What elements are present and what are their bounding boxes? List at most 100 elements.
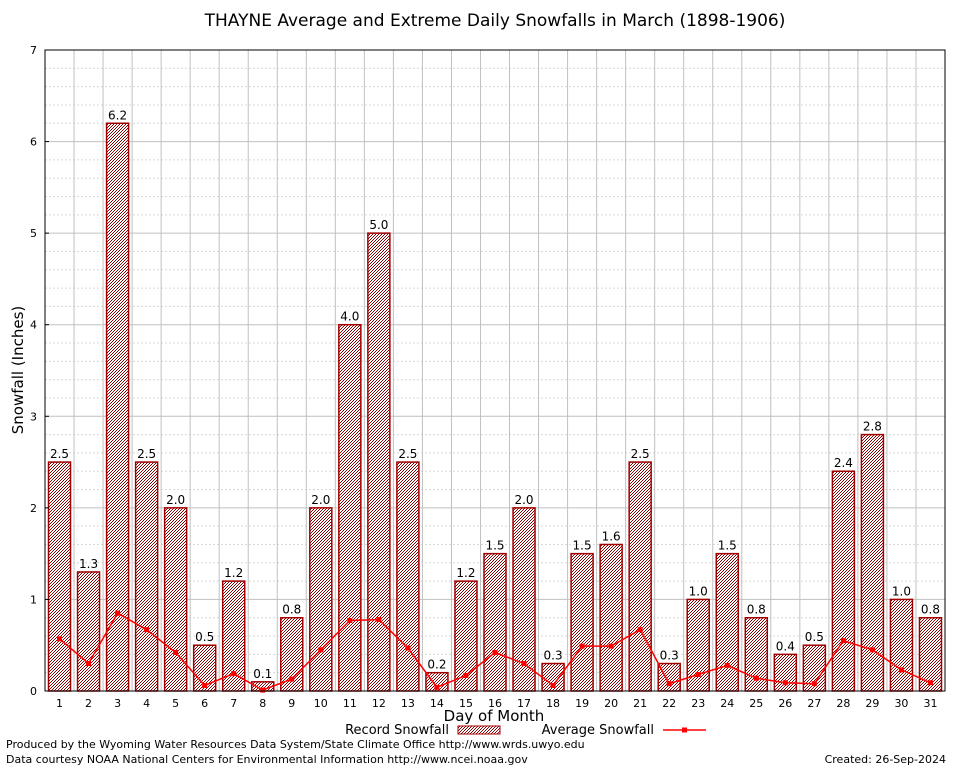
x-tick-label: 12 [372, 697, 386, 710]
x-tick-label: 25 [749, 697, 763, 710]
x-axis-ticks: 1 2 3 4 5 6 7 8 9 10 11 12 13 14 15 16 17 18 19 20 21 22 23 24 2… [56, 697, 937, 710]
x-tick-label: 18 [546, 697, 560, 710]
record-bar [396, 461, 420, 692]
average-point [376, 617, 382, 623]
average-point [927, 680, 933, 686]
y-tick-label: 4 [30, 319, 37, 332]
x-tick-label: 5 [172, 697, 179, 710]
bar-data-label: 4.0 [340, 310, 359, 324]
bar-data-label: 1.5 [718, 539, 737, 553]
average-point [463, 672, 469, 678]
x-tick-label: 24 [720, 697, 734, 710]
average-point [695, 672, 701, 678]
record-bar [338, 323, 362, 692]
average-point [753, 675, 759, 681]
x-tick-label: 16 [488, 697, 502, 710]
y-tick-label: 5 [30, 227, 37, 240]
record-bar [860, 433, 885, 692]
bar-data-label: 5.0 [369, 218, 388, 232]
bar-data-label: 0.8 [747, 603, 766, 617]
average-point [550, 683, 556, 689]
average-point [521, 661, 527, 667]
record-bar [715, 552, 740, 692]
bar-data-label: 0.8 [282, 603, 301, 617]
x-tick-label: 29 [865, 697, 879, 710]
bar-data-label: 0.4 [776, 639, 795, 653]
bar-data-label: 2.5 [50, 447, 69, 461]
record-bar [657, 662, 681, 692]
bar-data-label: 1.0 [689, 584, 708, 598]
footer-produced-by: Produced by the Wyoming Water Resources … [6, 738, 585, 751]
x-tick-label: 8 [259, 697, 266, 710]
bars [47, 122, 943, 692]
y-tick-label: 3 [30, 410, 37, 423]
legend-average-marker [682, 727, 687, 733]
average-point [86, 661, 92, 667]
y-tick-label: 1 [30, 593, 37, 606]
bar-data-label: 1.2 [456, 566, 475, 580]
average-point [231, 671, 237, 677]
bar-data-label: 0.2 [427, 658, 446, 672]
average-point [492, 650, 498, 656]
record-bar [628, 461, 652, 692]
x-tick-label: 19 [575, 697, 589, 710]
y-tick-label: 2 [30, 502, 37, 515]
average-point [260, 687, 266, 693]
bar-data-label: 1.5 [573, 539, 592, 553]
y-tick-label: 6 [30, 136, 37, 149]
x-tick-label: 17 [517, 697, 531, 710]
average-point [289, 676, 295, 682]
x-tick-label: 2 [85, 697, 92, 710]
record-bar [105, 122, 130, 692]
average-point [782, 680, 788, 686]
bar-data-label: 1.5 [485, 539, 504, 553]
average-point [608, 643, 614, 649]
bar-data-label: 2.0 [514, 493, 533, 507]
record-bar [367, 232, 391, 692]
average-point [637, 627, 643, 633]
average-point [115, 610, 121, 616]
grid [44, 49, 946, 692]
record-bar [483, 552, 507, 692]
average-point [898, 667, 904, 673]
average-point [173, 650, 179, 656]
bar-data-label: 2.5 [398, 447, 417, 461]
x-tick-label: 26 [778, 697, 792, 710]
legend: Record Snowfall Average Snowfall [345, 723, 706, 738]
bar-data-label: 0.3 [660, 649, 679, 663]
record-bar [309, 507, 333, 692]
average-point [724, 662, 730, 668]
bar-data-label: 0.5 [195, 630, 214, 644]
bar-data-label: 0.5 [805, 630, 824, 644]
x-tick-label: 31 [923, 697, 937, 710]
x-tick-label: 10 [314, 697, 328, 710]
x-tick-label: 28 [836, 697, 850, 710]
x-tick-label: 1 [56, 697, 63, 710]
x-tick-label: 27 [807, 697, 821, 710]
bar-data-label: 6.2 [108, 108, 127, 122]
x-tick-label: 20 [604, 697, 618, 710]
x-axis-label: Day of Month [444, 707, 545, 725]
average-point [405, 645, 411, 651]
record-bar [163, 507, 188, 692]
x-tick-label: 11 [343, 697, 357, 710]
x-tick-label: 21 [633, 697, 647, 710]
average-point [57, 636, 63, 642]
average-point [869, 647, 875, 653]
x-tick-label: 4 [143, 697, 150, 710]
bar-data-label: 1.0 [892, 584, 911, 598]
y-tick-label: 7 [30, 44, 37, 57]
x-tick-label: 9 [288, 697, 295, 710]
x-tick-label: 3 [114, 697, 121, 710]
plot-frame [44, 49, 946, 692]
y-axis-ticks: 0 1 2 3 4 5 6 7 [30, 44, 49, 698]
record-bar [47, 461, 72, 692]
record-bar [831, 470, 856, 692]
bar-data-label: 2.8 [863, 420, 882, 434]
bar-data-label: 2.5 [631, 447, 650, 461]
x-tick-label: 22 [662, 697, 676, 710]
data-labels: 2.5 1.3 6.2 2.5 2.0 0.5 1.2 0.1 0.8 2.0 4.0 5.0 2.5 0… [50, 108, 940, 681]
average-line [57, 610, 933, 693]
bar-data-label: 1.6 [602, 529, 621, 543]
